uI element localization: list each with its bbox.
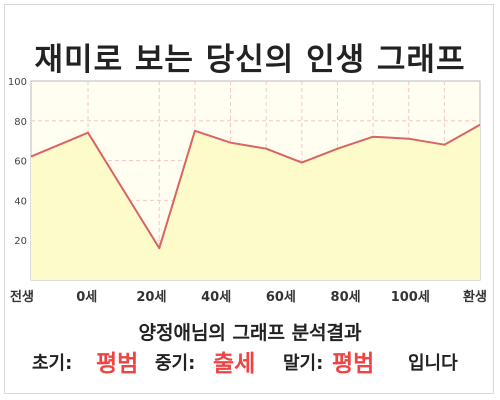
x-tick-label: 100세 — [391, 290, 430, 305]
late-label: 말기: — [283, 353, 324, 374]
y-tick-label: 60 — [14, 157, 27, 168]
series-line-layer — [30, 123, 481, 250]
middle-value: 출세 — [213, 351, 256, 377]
x-tick-label: 환생 — [463, 289, 487, 305]
area-fill-layer — [31, 124, 480, 280]
x-tick-label: 80세 — [331, 290, 361, 305]
early-label: 초기: — [32, 353, 73, 374]
late-value: 평범 — [332, 351, 375, 377]
area-fill — [31, 124, 480, 280]
series-line — [30, 123, 481, 250]
y-tick-label: 40 — [14, 196, 27, 207]
result-title: 양정애님의 그래프 분석결과 — [138, 322, 362, 344]
x-tick-label: 60세 — [266, 290, 296, 305]
chart-title: 재미로 보는 당신의 인생 그래프 — [34, 42, 466, 78]
x-tick-label: 전생 — [10, 289, 34, 305]
page-frame — [4, 4, 494, 394]
result-suffix: 입니다 — [408, 353, 458, 374]
y-tick-label: 20 — [14, 236, 27, 247]
x-tick-label: 0세 — [76, 290, 97, 305]
y-tick-label: 100 — [8, 77, 27, 88]
x-tick-label: 20세 — [136, 290, 166, 305]
x-axis-ticks: 전생 0세 20세 40세 60세 80세 100세 환생 — [10, 289, 487, 305]
result-line: 초기: 평범 중기: 출세 말기: 평범 입니다 — [0, 346, 500, 382]
early-value: 평범 — [96, 351, 139, 377]
middle-label: 중기: — [155, 353, 196, 374]
y-tick-label: 80 — [14, 117, 27, 128]
y-axis-ticks: 20 40 60 80 100 — [8, 77, 27, 247]
x-tick-label: 40세 — [201, 290, 231, 305]
